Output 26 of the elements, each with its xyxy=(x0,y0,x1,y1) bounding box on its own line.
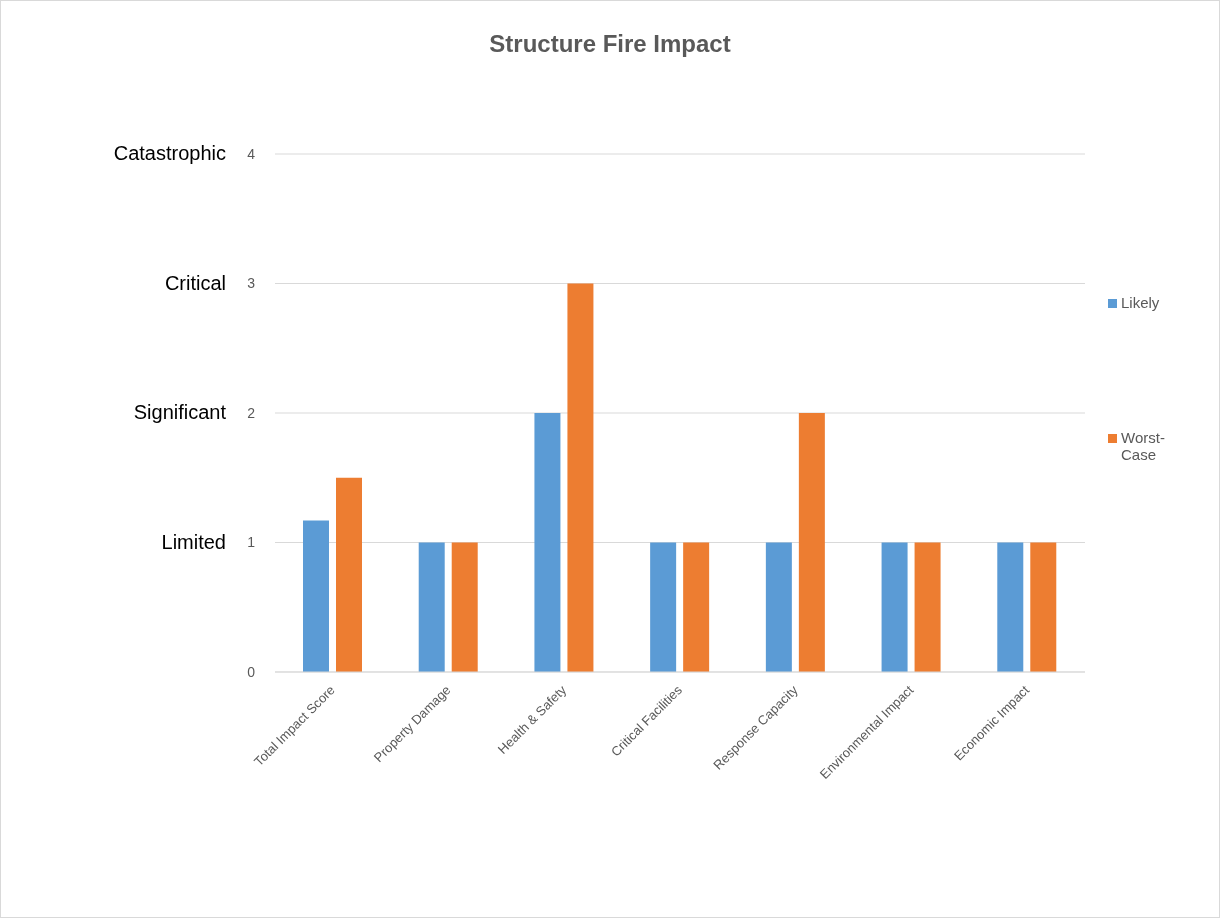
chart-title: Structure Fire Impact xyxy=(488,30,732,58)
bar xyxy=(683,542,710,672)
legend-label: Worst-Case xyxy=(1121,429,1166,463)
bar xyxy=(534,413,561,672)
bar xyxy=(881,542,908,672)
bar xyxy=(650,542,677,672)
bar xyxy=(451,542,478,672)
bar xyxy=(336,477,362,672)
bar xyxy=(997,542,1024,672)
bar xyxy=(1030,542,1057,672)
text: Limited xyxy=(161,530,226,554)
text: Catastrophic xyxy=(113,142,226,165)
y-tick-label: 3 xyxy=(247,275,256,292)
text: Significant xyxy=(133,401,226,424)
legend-label: Likely xyxy=(1121,294,1161,311)
bar xyxy=(303,520,329,672)
bar xyxy=(418,542,445,672)
y-tick-label: 0 xyxy=(247,663,256,680)
y-tick-label: 1 xyxy=(247,534,256,551)
bar xyxy=(914,542,941,672)
y-tick-label: 2 xyxy=(247,404,256,421)
bar xyxy=(567,283,594,672)
text: Critical xyxy=(164,271,226,295)
bar xyxy=(798,413,825,672)
y-tick-label: 4 xyxy=(247,145,256,162)
bar xyxy=(765,542,792,672)
